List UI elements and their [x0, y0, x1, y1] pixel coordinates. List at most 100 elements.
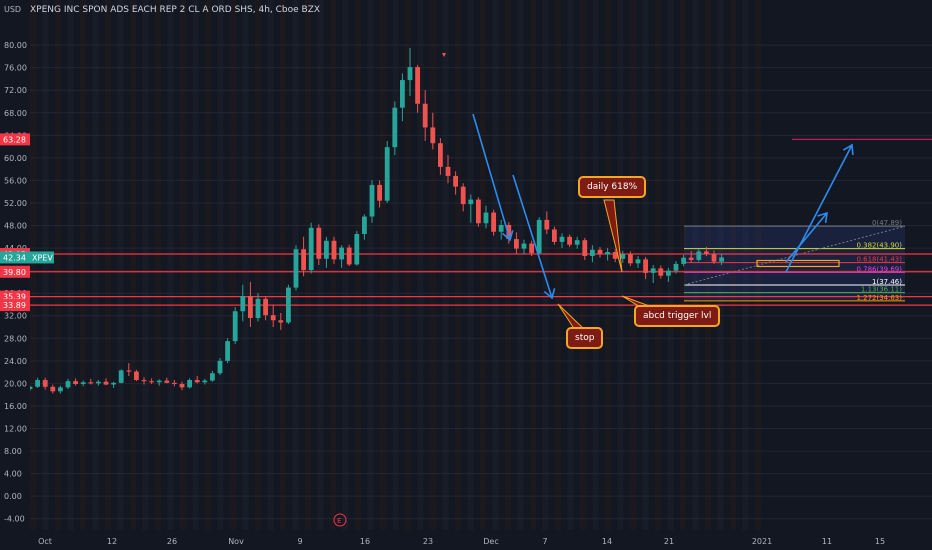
session-band [30, 0, 36, 530]
session-band [230, 0, 236, 530]
y-tick-label: 72.00 [4, 86, 27, 95]
x-tick-label: 15 [875, 537, 885, 546]
session-band [317, 0, 324, 530]
candle-body [688, 257, 694, 260]
candle-body [156, 380, 162, 383]
candle-body [50, 386, 56, 392]
candle-body [331, 240, 337, 260]
session-band [242, 0, 249, 530]
candle-body [194, 380, 200, 383]
y-tick-label: -4.00 [4, 515, 25, 524]
candle-body [422, 103, 428, 128]
candle-body [134, 371, 139, 381]
candle-body [65, 381, 71, 388]
candle-body [187, 380, 192, 388]
candle-body [559, 236, 565, 242]
session-band [205, 0, 211, 530]
candle-body [468, 199, 474, 205]
session-band [305, 0, 311, 530]
candle-body [232, 311, 238, 342]
candle-body [400, 80, 405, 108]
session-band [417, 0, 424, 530]
session-band [117, 0, 124, 530]
arrow-up-2 [785, 212, 828, 263]
session-band [342, 0, 349, 530]
chart-title: XPENG INC SPON ADS EACH REP 2 CL A ORD S… [30, 5, 321, 15]
callout-pointer-daily [603, 199, 623, 273]
candle-body [415, 67, 420, 104]
y-tick-label: 32.00 [4, 312, 27, 321]
candle-body [225, 341, 230, 361]
candle-body [255, 298, 261, 318]
candle-body [354, 233, 360, 265]
session-band [517, 0, 524, 530]
session-band [592, 0, 599, 530]
x-tick-label: 14 [602, 537, 612, 546]
price-flag [0, 251, 30, 264]
x-tick-label: 2021 [752, 537, 772, 546]
candle-body [103, 381, 109, 385]
symbol-tag [30, 251, 54, 264]
candle-body [658, 268, 664, 276]
session-band [480, 0, 486, 530]
session-band [255, 0, 261, 530]
candle-body [308, 227, 314, 271]
session-band [180, 0, 186, 530]
candle-body [164, 380, 170, 383]
candle-body [536, 219, 542, 254]
session-band [492, 0, 499, 530]
candle-body [582, 240, 588, 256]
session-band [705, 0, 711, 530]
fib-level-label: 1.272(34.63) [856, 294, 902, 302]
session-band [442, 0, 449, 530]
x-tick-label: 23 [423, 537, 433, 546]
candle-body [35, 380, 40, 387]
x-tick-label: 11 [822, 537, 832, 546]
y-tick-label: 16.00 [4, 402, 27, 411]
x-tick-label: 21 [664, 537, 674, 546]
session-band [142, 0, 149, 530]
arrow-down-1-head [501, 230, 514, 242]
session-band [530, 0, 536, 530]
candle-body [377, 184, 382, 201]
high-marker [442, 53, 446, 57]
candle-body [453, 175, 458, 187]
session-band [555, 0, 561, 530]
session-band [167, 0, 174, 530]
candle-body [612, 252, 618, 259]
y-tick-label: 60.00 [4, 154, 27, 163]
session-band [567, 0, 574, 530]
candle-body [719, 257, 724, 262]
y-tick-label: 20.00 [4, 379, 27, 388]
x-tick-label: 26 [167, 537, 177, 546]
y-tick-label: 8.00 [4, 447, 22, 456]
arrow-up-1-head [842, 143, 854, 156]
candle-body [460, 186, 466, 205]
candle-body [491, 212, 496, 232]
symbol-tag-label: XPEV [32, 253, 53, 262]
currency-label: USD [4, 5, 22, 14]
candle-body [126, 370, 132, 372]
session-band [505, 0, 511, 530]
candle-body [217, 360, 223, 374]
candle-body [704, 251, 709, 254]
candle-body [392, 107, 398, 148]
y-tick-label: 28.00 [4, 334, 27, 343]
y-axis-panel [0, 0, 30, 530]
candle-body [248, 296, 253, 318]
x-axis-panel [0, 530, 932, 550]
candle-body [635, 259, 641, 264]
x-tick-label: 7 [542, 537, 547, 546]
session-band [55, 0, 61, 530]
fib-level-label: 0.382(43.90) [856, 242, 902, 250]
arrow-up-2-head [817, 211, 828, 224]
session-band [380, 0, 386, 530]
candle-body [118, 370, 124, 383]
arrow-down-1 [472, 113, 511, 241]
session-band [692, 0, 699, 530]
session-band [580, 0, 586, 530]
session-band [67, 0, 74, 530]
session-band [542, 0, 549, 530]
candle-body [278, 320, 284, 323]
